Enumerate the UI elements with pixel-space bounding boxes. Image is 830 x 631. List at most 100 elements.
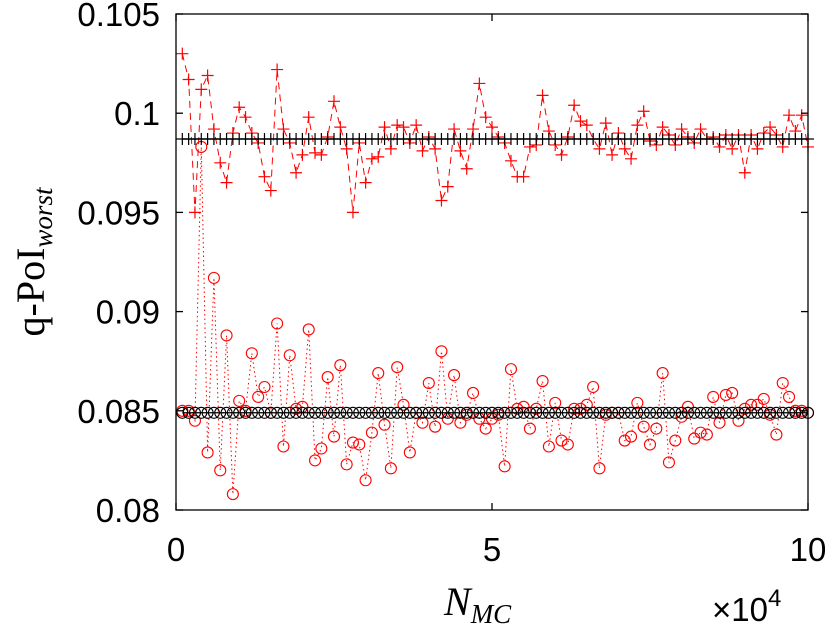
data-point bbox=[561, 438, 574, 451]
series-layer bbox=[176, 47, 815, 501]
data-point bbox=[675, 410, 688, 423]
data-point bbox=[466, 386, 480, 399]
data-point bbox=[517, 170, 530, 183]
data-point bbox=[359, 474, 372, 487]
data-point bbox=[220, 329, 233, 342]
data-point bbox=[359, 176, 372, 189]
data-point bbox=[391, 406, 404, 419]
data-point bbox=[574, 402, 587, 415]
data-point bbox=[637, 420, 650, 433]
data-point bbox=[523, 406, 536, 419]
data-point bbox=[346, 406, 360, 419]
data-point bbox=[334, 121, 347, 134]
data-point bbox=[650, 406, 663, 419]
data-point bbox=[321, 406, 334, 419]
data-point bbox=[656, 367, 669, 380]
data-point bbox=[195, 406, 208, 419]
x-tick-label: 10 bbox=[790, 531, 827, 568]
data-point bbox=[776, 406, 789, 419]
data-point bbox=[378, 418, 391, 431]
data-point bbox=[700, 406, 713, 419]
data-point bbox=[327, 430, 341, 443]
data-point bbox=[473, 406, 486, 419]
data-point bbox=[738, 406, 751, 419]
data-point bbox=[511, 406, 524, 419]
data-point bbox=[637, 406, 650, 419]
data-point bbox=[688, 432, 701, 445]
data-point bbox=[580, 398, 593, 411]
data-point bbox=[580, 119, 593, 132]
y-tick-label: 0.1 bbox=[114, 95, 160, 132]
data-point bbox=[271, 406, 284, 419]
data-point bbox=[479, 406, 492, 419]
data-point bbox=[764, 121, 777, 134]
data-point bbox=[296, 406, 309, 419]
data-point bbox=[669, 406, 682, 419]
data-point bbox=[334, 406, 347, 419]
data-point bbox=[309, 146, 322, 159]
data-point bbox=[372, 406, 385, 419]
data-point bbox=[252, 406, 265, 419]
data-point bbox=[466, 406, 480, 419]
data-point bbox=[302, 323, 315, 336]
data-point bbox=[302, 406, 315, 419]
data-point bbox=[681, 406, 694, 419]
data-point bbox=[656, 406, 669, 419]
data-point bbox=[504, 363, 518, 376]
data-point bbox=[429, 420, 442, 433]
data-point bbox=[719, 388, 732, 401]
data-point bbox=[346, 436, 360, 449]
series-upper-sampled bbox=[176, 47, 814, 219]
data-point bbox=[568, 99, 581, 112]
data-point bbox=[340, 458, 353, 471]
data-point bbox=[568, 402, 581, 415]
plot-frame bbox=[175, 13, 809, 511]
data-point bbox=[694, 426, 707, 439]
data-point bbox=[542, 406, 555, 419]
data-point bbox=[789, 406, 802, 419]
data-point bbox=[738, 402, 751, 415]
data-point bbox=[188, 414, 202, 427]
data-point bbox=[530, 406, 543, 419]
data-point bbox=[429, 406, 442, 419]
x-tick-label: 5 bbox=[483, 531, 501, 568]
data-point bbox=[498, 406, 511, 419]
data-point bbox=[707, 390, 720, 403]
data-point bbox=[353, 438, 366, 451]
data-point bbox=[517, 406, 530, 419]
data-point bbox=[460, 406, 473, 419]
data-point bbox=[555, 434, 568, 447]
x-axis-label: NMC bbox=[443, 579, 512, 629]
data-point bbox=[745, 398, 758, 411]
data-point bbox=[764, 406, 777, 419]
data-point bbox=[290, 402, 303, 415]
data-point bbox=[504, 406, 518, 419]
data-point bbox=[233, 394, 246, 407]
data-point bbox=[340, 406, 353, 419]
data-point bbox=[707, 406, 720, 419]
y-tick-label: 0.08 bbox=[96, 492, 160, 529]
data-point bbox=[536, 406, 549, 419]
data-point bbox=[321, 371, 334, 384]
data-point bbox=[378, 121, 391, 134]
data-point bbox=[549, 396, 562, 409]
data-point bbox=[416, 144, 429, 157]
data-point bbox=[290, 406, 303, 419]
data-point bbox=[435, 406, 448, 419]
data-point bbox=[176, 47, 189, 60]
data-point bbox=[751, 406, 764, 419]
data-point bbox=[454, 406, 467, 419]
data-point bbox=[422, 376, 435, 390]
data-point bbox=[397, 406, 410, 419]
data-point bbox=[643, 406, 657, 419]
data-point bbox=[277, 440, 290, 453]
data-point bbox=[182, 406, 195, 419]
data-point bbox=[795, 406, 808, 419]
data-point bbox=[448, 406, 461, 419]
data-point bbox=[258, 380, 271, 394]
data-point bbox=[258, 170, 271, 183]
data-point bbox=[485, 406, 499, 419]
data-point bbox=[188, 406, 202, 419]
data-point bbox=[252, 390, 265, 403]
data-point bbox=[365, 426, 378, 439]
